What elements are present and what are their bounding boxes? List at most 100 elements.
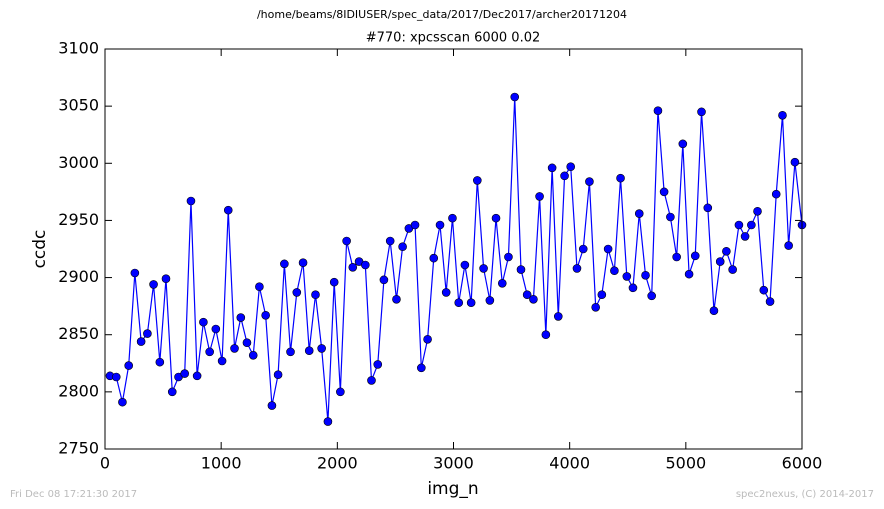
data-point — [634, 209, 644, 218]
data-point — [292, 288, 302, 297]
data-point — [255, 282, 264, 292]
data-point — [641, 270, 650, 280]
data-point — [267, 401, 277, 410]
x-tick-label: 5000 — [665, 454, 706, 473]
data-point — [336, 387, 345, 397]
data-point — [192, 371, 202, 381]
y-tick-label: 3000 — [58, 153, 99, 172]
data-point — [118, 397, 127, 407]
data-point — [491, 213, 501, 223]
data-point — [223, 205, 233, 215]
data-point — [510, 92, 520, 102]
y-tick-label: 2950 — [58, 210, 99, 229]
chart-title: #770: xpcsscan 6000 0.02 — [366, 31, 541, 46]
data-point — [136, 337, 146, 346]
data-point — [273, 370, 283, 380]
data-point — [585, 177, 594, 186]
data-point — [230, 344, 239, 353]
data-point — [610, 266, 619, 276]
data-point — [690, 251, 700, 261]
chart-subtitle: /home/beams/8IDIUSER/spec_data/2017/Dec2… — [257, 8, 627, 21]
data-point — [342, 236, 351, 246]
data-point — [161, 274, 171, 284]
data-point — [205, 347, 214, 357]
data-point — [130, 268, 140, 278]
data-point — [361, 260, 370, 270]
data-point — [311, 290, 320, 300]
data-point — [392, 294, 401, 304]
data-point — [535, 192, 544, 201]
data-point — [522, 290, 532, 300]
y-tick-label: 3100 — [58, 39, 99, 58]
data-point — [529, 294, 538, 304]
data-point — [323, 417, 333, 426]
footer-date: Fri Dec 08 17:21:30 2017 — [10, 489, 137, 500]
y-tick-label: 2800 — [58, 381, 99, 400]
footer-credit: spec2nexus, (C) 2014-2017 — [736, 489, 874, 500]
data-point — [653, 106, 663, 116]
data-point — [678, 139, 688, 149]
data-point — [280, 259, 289, 269]
data-point — [186, 196, 196, 206]
data-point — [448, 213, 457, 223]
data-point — [155, 357, 165, 367]
data-point — [622, 272, 632, 281]
data-point — [759, 285, 769, 295]
data-point — [423, 334, 432, 344]
data-point — [286, 347, 295, 357]
data-point — [771, 189, 781, 199]
data-point — [560, 171, 569, 181]
data-point — [747, 220, 756, 230]
data-point — [516, 265, 526, 274]
data-point — [697, 107, 706, 117]
data-point — [211, 324, 221, 334]
data-point — [379, 275, 389, 285]
data-point — [734, 220, 744, 230]
data-point — [591, 302, 600, 312]
data-point — [753, 206, 762, 216]
data-point — [784, 241, 793, 250]
data-point — [572, 264, 582, 273]
data-point — [242, 338, 252, 348]
data-point — [348, 262, 358, 272]
data-point — [684, 269, 694, 279]
data-point — [167, 387, 177, 397]
data-point — [217, 356, 227, 366]
x-tick-label: 1000 — [201, 454, 242, 473]
data-point — [628, 283, 638, 293]
data-point — [504, 252, 513, 262]
x-tick-label: 3000 — [433, 454, 474, 473]
x-tick-label: 2000 — [317, 454, 358, 473]
data-point — [111, 372, 121, 382]
data-point — [466, 298, 476, 308]
data-point — [143, 329, 152, 338]
data-point — [441, 288, 451, 297]
data-point — [149, 280, 158, 289]
plot-frame — [104, 48, 803, 450]
data-point — [578, 244, 588, 254]
data-point — [385, 236, 395, 246]
data-point — [715, 257, 725, 266]
data-line — [109, 96, 803, 422]
data-point — [304, 346, 314, 356]
data-point — [479, 264, 488, 273]
data-point — [373, 360, 383, 369]
data-point — [547, 163, 557, 173]
data-point — [672, 252, 681, 262]
data-point — [298, 258, 308, 268]
data-point — [722, 246, 731, 256]
y-tick-label: 2900 — [58, 267, 99, 286]
data-point — [261, 310, 270, 320]
data-point — [248, 350, 258, 360]
data-point — [454, 298, 464, 308]
data-point — [765, 297, 775, 306]
data-point — [124, 361, 133, 370]
data-point — [398, 242, 407, 252]
data-point — [553, 312, 563, 321]
data-point — [603, 244, 613, 254]
x-tick-label: 6000 — [782, 454, 823, 473]
y-axis-label: ccdc — [30, 230, 50, 269]
data-point — [460, 260, 470, 270]
